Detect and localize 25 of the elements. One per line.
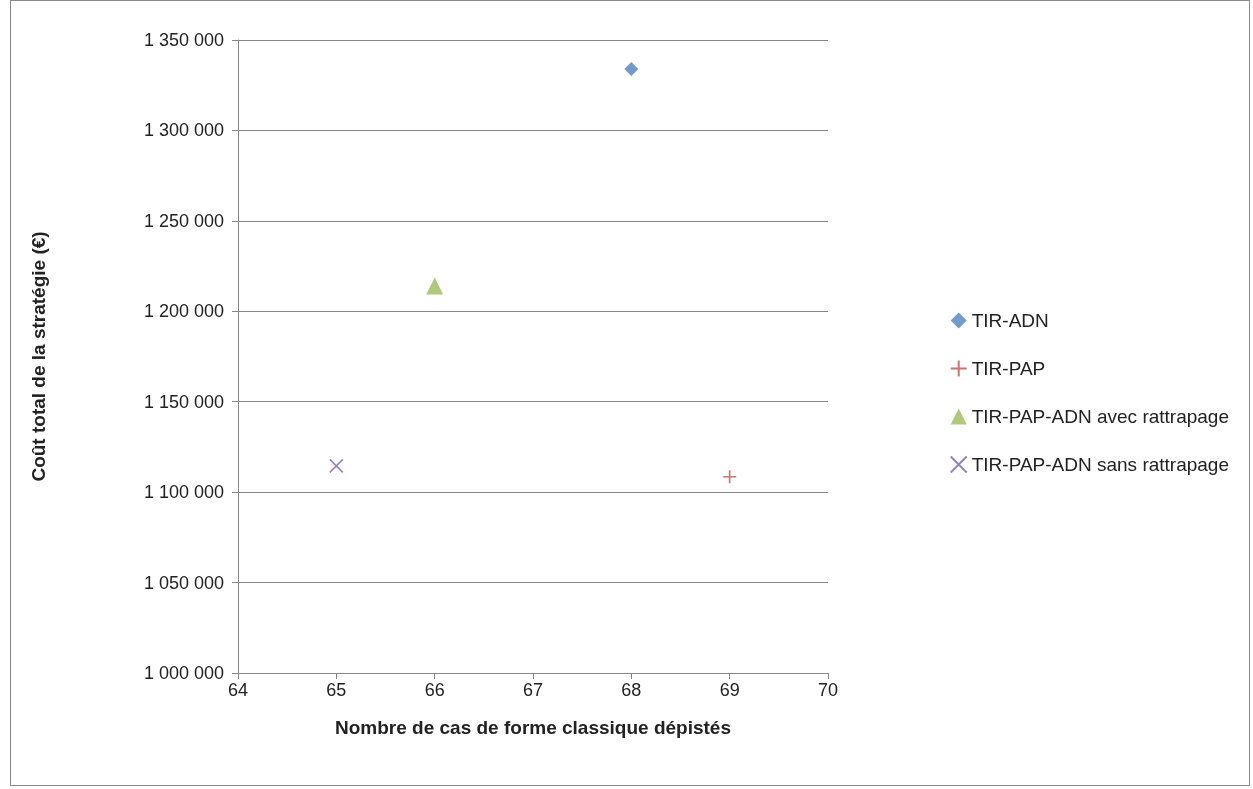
x-tick-label: 70 — [817, 680, 839, 700]
x-tick-label: 66 — [424, 680, 445, 700]
y-tick-label: 1 050 000 — [143, 572, 224, 593]
y-tick-label: 1 000 000 — [143, 663, 224, 683]
legend-label: TIR-ADN — [971, 310, 1049, 331]
x-axis-title: Nombre de cas de forme classique dépistés — [335, 717, 731, 738]
y-tick-label: 1 300 000 — [143, 120, 224, 141]
x-tick-label: 65 — [326, 680, 347, 700]
x-tick-label: 67 — [522, 680, 544, 700]
point — [426, 277, 444, 295]
x-tick-label: 64 — [227, 680, 249, 700]
y-tick-label: 1 200 000 — [143, 301, 224, 322]
point — [624, 61, 639, 76]
point — [329, 458, 344, 474]
legend-label: TIR-PAP-ADN sans rattrapage — [971, 454, 1230, 475]
legend-label: TIR-PAP — [971, 358, 1046, 379]
y-tick-label: 1 150 000 — [143, 391, 224, 412]
y-tick-label: 1 100 000 — [143, 482, 224, 503]
y-axis-title: Coût total de la stratégie (€) — [28, 231, 49, 482]
x-tick-label: 69 — [719, 680, 740, 700]
x-tick-label: 68 — [621, 680, 642, 700]
point — [722, 469, 737, 485]
legend-label: TIR-PAP-ADN avec rattrapage — [971, 406, 1230, 427]
y-tick-label: 1 350 000 — [143, 30, 224, 50]
y-tick-label: 1 250 000 — [143, 210, 224, 231]
